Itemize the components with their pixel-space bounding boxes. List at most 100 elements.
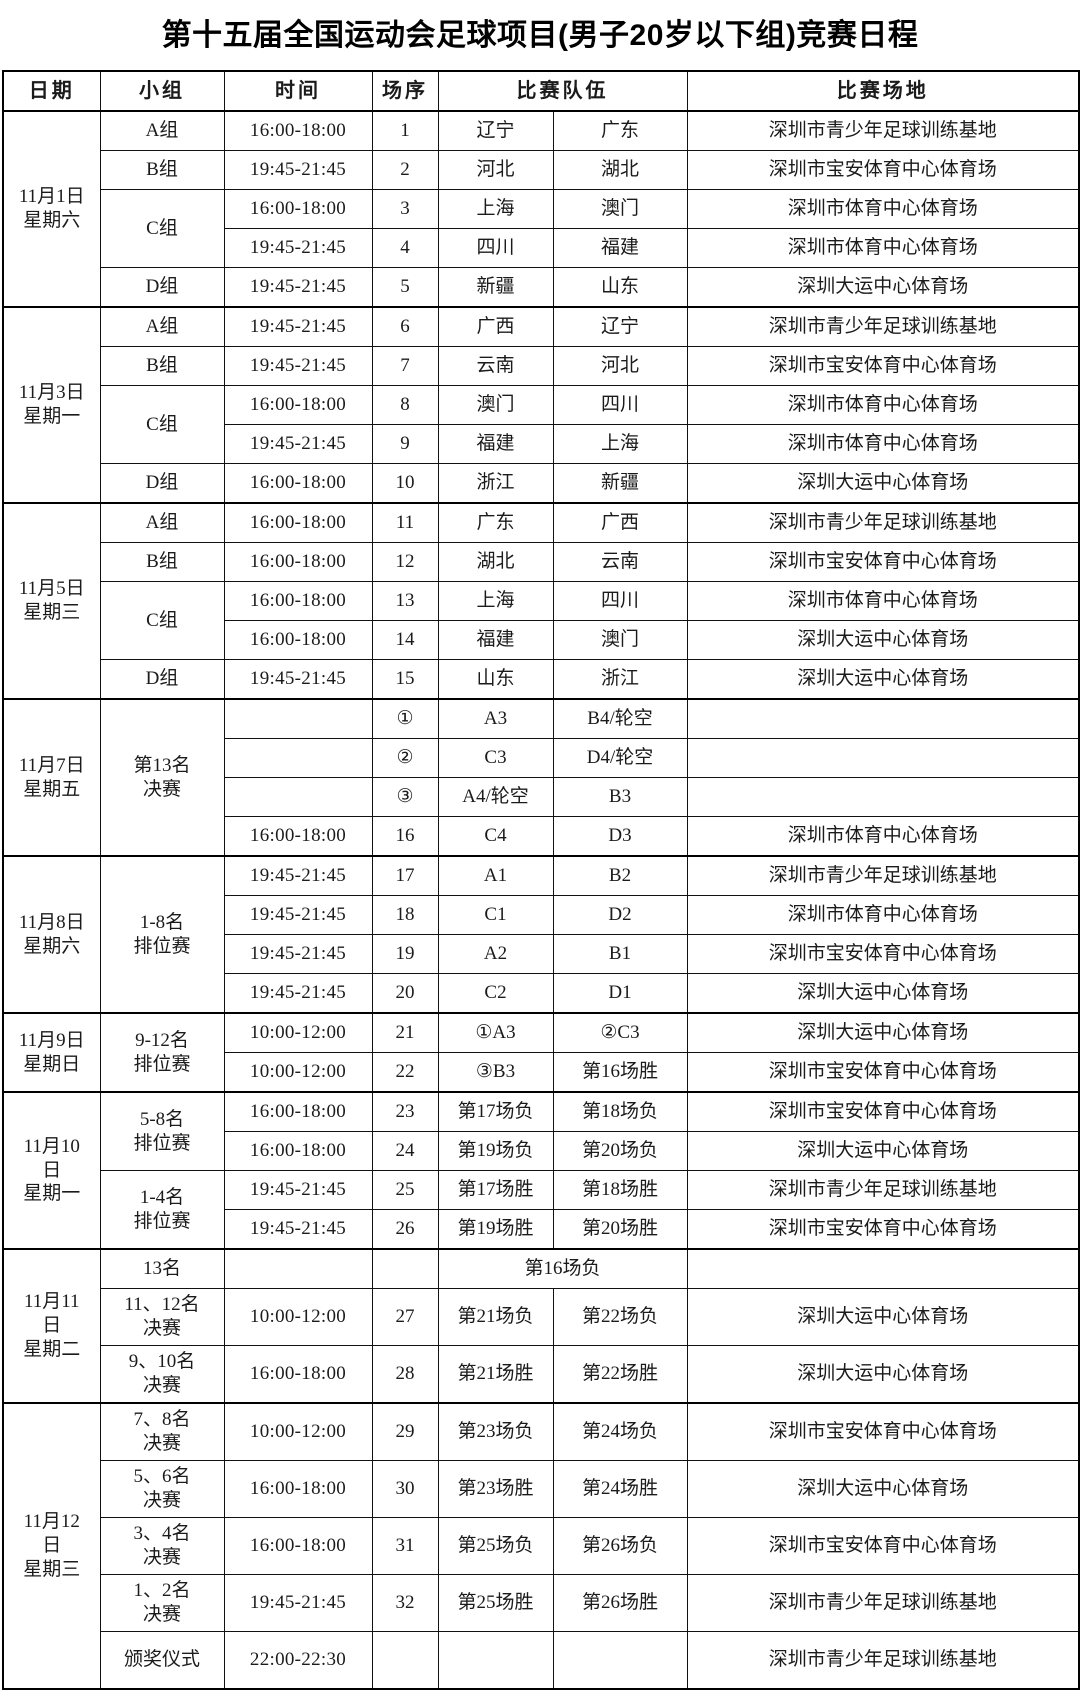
match-order-cell: 3: [371, 189, 439, 229]
teams-merged-cell: 第16场负: [437, 1248, 688, 1289]
venue-cell: 深圳市宝安体育中心体育场: [686, 346, 1080, 386]
team1-cell: 福建: [437, 620, 554, 660]
match-order-cell: 13: [371, 581, 439, 621]
time-cell: 16:00-18:00: [223, 1345, 373, 1404]
table-row: 11月5日 星期三 A组 16:00-18:00 11 广东 广西 深圳市青少年足球训练基地: [2, 502, 1080, 700]
table-row: ② C3 D4/轮空: [3, 738, 1080, 778]
time-cell: 16:00-18:00: [223, 110, 373, 151]
team2-cell: B2: [552, 855, 688, 896]
group-cell: A组: [99, 306, 225, 347]
venue-cell: 深圳市宝安体育中心体育场: [686, 1209, 1080, 1250]
venue-cell: 深圳市宝安体育中心体育场: [686, 1052, 1080, 1093]
date-cell: 11月8日 星期六: [2, 855, 101, 1014]
team2-cell: D2: [552, 895, 688, 935]
group-cell: 颁奖仪式: [99, 1631, 225, 1690]
time-cell: 19:45-21:45: [223, 267, 373, 308]
team2-cell: 第26场负: [552, 1517, 688, 1575]
team1-cell: 湖北: [437, 542, 554, 582]
group-cell: 3、4名 决赛: [99, 1517, 225, 1575]
match-order-cell: 1: [371, 110, 439, 151]
table-row: 颁奖仪式 22:00-22:30 深圳市青少年足球训练基地: [3, 1631, 1080, 1690]
team2-cell: 第18场胜: [552, 1170, 688, 1210]
column-header-venue: 比赛场地: [686, 70, 1080, 112]
team1-cell: C1: [437, 895, 554, 935]
venue-cell: 深圳市体育中心体育场: [686, 189, 1080, 229]
match-order-cell: 2: [371, 150, 439, 190]
match-order-cell: 20: [371, 973, 439, 1014]
table-row: 19:45-21:45 20 C2 D1 深圳大运中心体育场: [3, 973, 1080, 1014]
team2-cell: 澳门: [552, 189, 688, 229]
venue-cell: 深圳大运中心体育场: [686, 1131, 1080, 1171]
team2-cell: [552, 1631, 688, 1690]
team2-cell: 辽宁: [552, 306, 688, 347]
venue-cell: 深圳市青少年足球训练基地: [686, 1170, 1080, 1210]
time-cell: 16:00-18:00: [223, 463, 373, 504]
team1-cell: 第25场胜: [437, 1574, 554, 1632]
venue-cell: [686, 777, 1080, 817]
group-cell: 11、12名 决赛: [99, 1288, 225, 1346]
table-row: 19:45-21:45 18 C1 D2 深圳市体育中心体育场: [3, 895, 1080, 935]
venue-cell: 深圳市体育中心体育场: [686, 228, 1080, 268]
venue-cell: 深圳市青少年足球训练基地: [686, 1631, 1080, 1690]
team1-cell: 上海: [437, 189, 554, 229]
team2-cell: 第24场胜: [552, 1460, 688, 1518]
table-row: 19:45-21:45 4 四川 福建 深圳市体育中心体育场: [3, 228, 1080, 268]
group-cell: 5-8名 排位赛: [99, 1091, 225, 1171]
team2-cell: D3: [552, 816, 688, 857]
team2-cell: 四川: [552, 385, 688, 425]
team1-cell: 新疆: [437, 267, 554, 308]
venue-cell: 深圳市体育中心体育场: [686, 385, 1080, 425]
table-row: 19:45-21:45 19 A2 B1 深圳市宝安体育中心体育场: [3, 934, 1080, 974]
team2-cell: 广东: [552, 110, 688, 151]
match-order-cell: 25: [371, 1170, 439, 1210]
time-cell: 10:00-12:00: [223, 1288, 373, 1346]
team2-cell: D1: [552, 973, 688, 1014]
table-row: 3、4名 决赛 16:00-18:00 31 第25场负 第26场负 深圳市宝安体育中心体育…: [3, 1517, 1080, 1575]
venue-cell: 深圳大运中心体育场: [686, 973, 1080, 1014]
table-row: 11月1日 星期六 A组 16:00-18:00 1 辽宁 广东 深圳市青少年足球训练基地: [2, 110, 1080, 308]
time-cell: [223, 777, 373, 817]
table-row: 1-4名 排位赛 19:45-21:45 25 第17场胜 第18场胜 深圳市青少年足球训练…: [3, 1170, 1080, 1250]
venue-cell: 深圳市宝安体育中心体育场: [686, 934, 1080, 974]
team1-cell: 第23场负: [437, 1402, 554, 1461]
column-header-date: 日期: [2, 70, 101, 112]
table-row: 1、2名 决赛 19:45-21:45 32 第25场胜 第26场胜 深圳市青少年足球训练基…: [3, 1574, 1080, 1632]
match-order-cell: 17: [371, 855, 439, 896]
time-cell: 19:45-21:45: [223, 973, 373, 1014]
team2-cell: 第20场胜: [552, 1209, 688, 1250]
team2-cell: B3: [552, 777, 688, 817]
team1-cell: A1: [437, 855, 554, 896]
team1-cell: ①A3: [437, 1012, 554, 1053]
team1-cell: 广西: [437, 306, 554, 347]
team2-cell: 四川: [552, 581, 688, 621]
time-cell: 19:45-21:45: [223, 424, 373, 464]
match-order-cell: 31: [371, 1517, 439, 1575]
table-row: ③ A4/轮空 B3: [3, 777, 1080, 817]
venue-cell: 深圳大运中心体育场: [686, 267, 1080, 308]
time-cell: 16:00-18:00: [223, 816, 373, 857]
page-title: 第十五届全国运动会足球项目(男子20岁以下组)竞赛日程: [161, 19, 919, 52]
schedule-page: 第十五届全国运动会足球项目(男子20岁以下组)竞赛日程 日期 小组 时间 场序 …: [2, 19, 1080, 1690]
match-order-cell: 29: [371, 1402, 439, 1461]
venue-cell: 深圳市宝安体育中心体育场: [686, 1517, 1080, 1575]
team2-cell: 湖北: [552, 150, 688, 190]
team2-cell: 云南: [552, 542, 688, 582]
group-cell: C组: [99, 581, 225, 660]
group-cell: A组: [99, 110, 225, 151]
team1-cell: C3: [437, 738, 554, 778]
column-header-time: 时间: [223, 70, 373, 112]
date-cell: 11月5日 星期三: [2, 502, 101, 700]
venue-cell: 深圳市青少年足球训练基地: [686, 1574, 1080, 1632]
match-order-cell: 10: [371, 463, 439, 504]
venue-cell: 深圳市青少年足球训练基地: [686, 502, 1080, 543]
venue-cell: 深圳市体育中心体育场: [686, 816, 1080, 857]
venue-cell: 深圳大运中心体育场: [686, 1012, 1080, 1053]
header-row: 日期 小组 时间 场序 比赛队伍 比赛场地: [2, 70, 1080, 112]
match-order-cell: 24: [371, 1131, 439, 1171]
venue-cell: 深圳市青少年足球训练基地: [686, 855, 1080, 896]
match-order-cell: 22: [371, 1052, 439, 1093]
time-cell: 10:00-12:00: [223, 1402, 373, 1461]
match-order-cell: [371, 1631, 439, 1690]
group-cell: 5、6名 决赛: [99, 1460, 225, 1518]
team2-cell: B1: [552, 934, 688, 974]
